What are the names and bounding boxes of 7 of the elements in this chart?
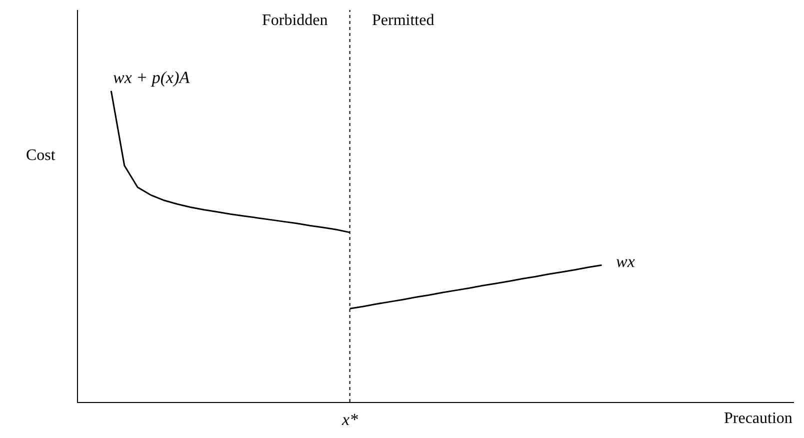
- text: Forbidden: [262, 12, 328, 29]
- series-label: wx + p(x)A: [113, 68, 190, 87]
- x-axis-title: Precaution: [724, 410, 792, 427]
- text: Permitted: [372, 12, 434, 29]
- y-axis-title: Cost: [26, 147, 56, 164]
- series-label: wx: [616, 252, 636, 271]
- text: x*: [342, 410, 358, 429]
